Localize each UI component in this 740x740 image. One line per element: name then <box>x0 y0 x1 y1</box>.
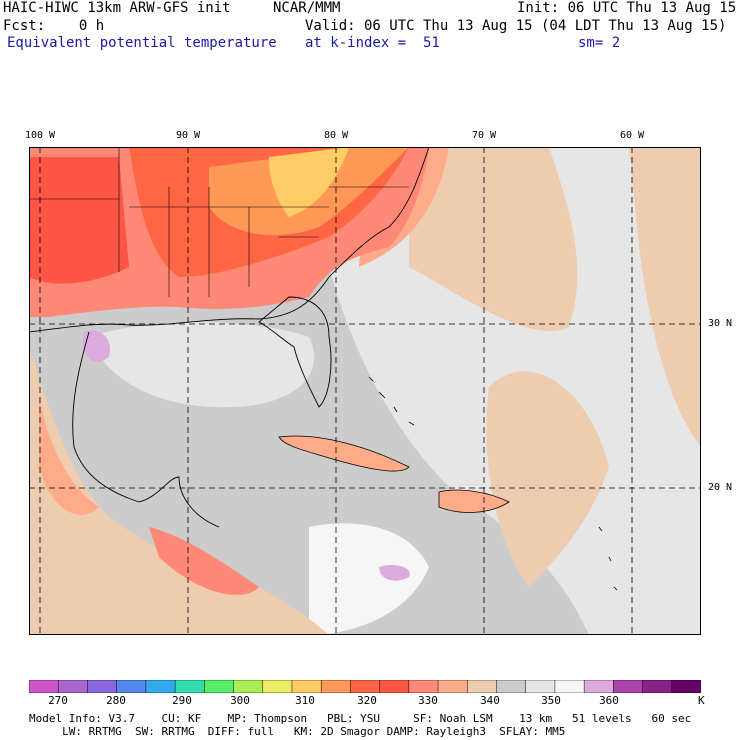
level-label: at k-index = 51 <box>305 35 440 51</box>
colorbar-swatch <box>525 680 556 693</box>
colorbar-swatch <box>291 680 322 693</box>
smoothing-label: sm= 2 <box>578 35 621 51</box>
colorbar-swatch <box>57 680 89 693</box>
forecast-hour: Fcst: 0 h <box>3 18 105 34</box>
subtropical-band <box>486 371 609 587</box>
colorbar-swatch <box>671 680 701 693</box>
colorbar-swatch <box>262 680 293 693</box>
colorbar-tick-330: 330 <box>418 694 438 707</box>
colorbar-swatch <box>29 680 59 693</box>
hispaniola-island <box>438 489 510 513</box>
cuba-island <box>278 435 410 472</box>
colorbar-tick-300: 300 <box>230 694 250 707</box>
mexico-warm <box>39 397 99 515</box>
lat-label-20n: 20 N <box>708 482 733 493</box>
state-borders <box>29 147 409 297</box>
lon-label-90w: 90 W <box>175 130 201 141</box>
colorbar-swatch <box>350 680 381 693</box>
lon-label-70w: 70 W <box>471 130 497 141</box>
central-america-warm <box>149 527 259 596</box>
colorbar-tick-350: 350 <box>541 694 561 707</box>
model-title: HAIC-HIWC 13km ARW-GFS init <box>3 0 231 16</box>
colorbar-tick-320: 320 <box>357 694 377 707</box>
south-plains-hot <box>29 157 129 284</box>
init-time: Init: 06 UTC Thu 13 Aug 15 <box>517 0 737 16</box>
organization-label: NCAR/MMM <box>273 0 341 16</box>
caribbean-light <box>309 523 429 635</box>
colorbar-tick-280: 280 <box>106 694 126 707</box>
us-coastline <box>29 147 430 333</box>
colorbar-swatch <box>554 680 585 693</box>
model-info-line2: LW: RRTMG SW: RRTMG DIFF: full KM: 2D Sm… <box>29 725 566 738</box>
colorbar-swatch <box>379 680 410 693</box>
colorbar-swatch <box>496 680 527 693</box>
colorbar-swatch <box>613 680 644 693</box>
lon-label-100w: 100 W <box>24 130 56 141</box>
colorbar-tick-310: 310 <box>295 694 315 707</box>
latlon-grid <box>29 147 701 635</box>
colorbar-swatch <box>116 680 147 693</box>
florida-outline <box>258 296 332 408</box>
field-name: Equivalent potential temperature <box>7 35 277 51</box>
colorbar-tick-270: 270 <box>48 694 68 707</box>
colorbar-swatch <box>583 680 615 693</box>
atlantic-warm-band <box>409 147 578 332</box>
colorbar-swatch <box>437 680 469 693</box>
lat-label-30n: 30 N <box>708 318 733 329</box>
map-frame <box>29 147 701 635</box>
colorbar-swatch <box>408 680 439 693</box>
gulf-region <box>89 322 315 408</box>
colorbar <box>29 680 701 693</box>
mountain-yellow <box>269 147 349 217</box>
colorbar-swatch <box>467 680 498 693</box>
colorbar-swatch <box>145 680 176 693</box>
mexico-coastline <box>72 331 220 528</box>
colorbar-swatch <box>320 680 352 693</box>
lon-label-60w: 60 W <box>619 130 645 141</box>
colorbar-swatch <box>642 680 673 693</box>
model-info-line1: Model Info: V3.7 CU: KF MP: Thompson PBL… <box>29 712 692 725</box>
theta-e-map <box>29 147 701 635</box>
colorbar-swatch <box>233 680 264 693</box>
caribbean-purple-patch <box>379 565 410 581</box>
colorbar-swatch <box>204 680 235 693</box>
valid-time: Valid: 06 UTC Thu 13 Aug 15 (04 LDT Thu … <box>305 18 727 34</box>
east-atlantic-band <box>629 147 701 447</box>
lon-label-80w: 80 W <box>323 130 349 141</box>
colorbar-tick-340: 340 <box>480 694 500 707</box>
colorbar-tick-290: 290 <box>172 694 192 707</box>
texas-purple-patch <box>83 330 110 362</box>
mexico-region <box>29 347 329 635</box>
small-islands <box>368 376 618 591</box>
colorbar-swatch <box>174 680 206 693</box>
colorbar-swatch <box>87 680 118 693</box>
colorbar-unit: K <box>698 694 705 707</box>
colorbar-tick-360: 360 <box>599 694 619 707</box>
